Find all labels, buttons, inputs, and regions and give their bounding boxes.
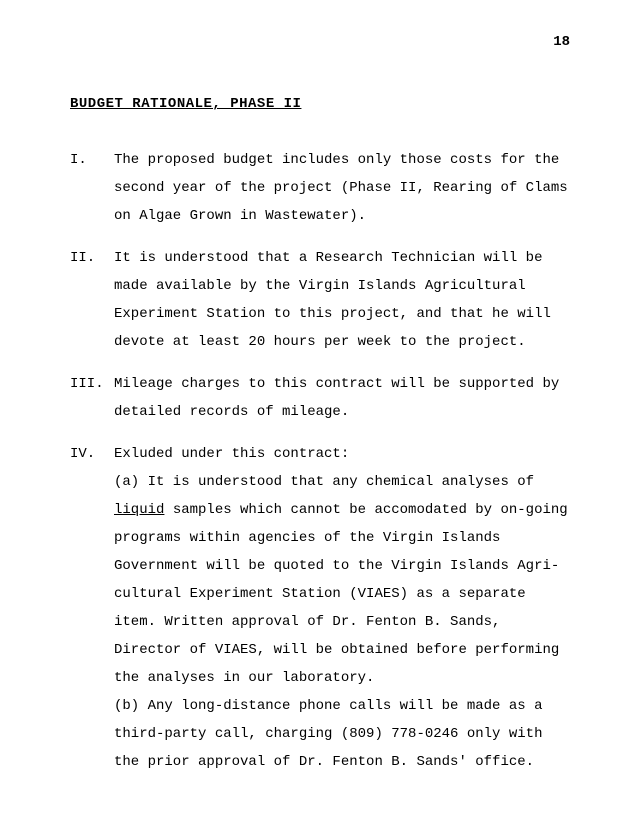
underlined-word: liquid <box>114 502 164 518</box>
item-body: Exluded under this contract: (a) It is u… <box>114 440 575 776</box>
roman-numeral: IV. <box>70 440 114 776</box>
roman-numeral: I. <box>70 146 114 230</box>
section-title: BUDGET RATIONALE, PHASE II <box>70 90 575 118</box>
sub-item-b: (b) Any long-distance phone calls will b… <box>114 698 542 770</box>
roman-numeral: II. <box>70 244 114 356</box>
sub-item-a: (a) It is understood that any chemical a… <box>114 474 568 686</box>
document-page: 18 BUDGET RATIONALE, PHASE II I. The pro… <box>0 0 630 830</box>
item-text: Mileage charges to this contract will be… <box>114 370 575 426</box>
roman-numeral: III. <box>70 370 114 426</box>
list-item: I. The proposed budget includes only tho… <box>70 146 575 230</box>
item-text: It is understood that a Research Technic… <box>114 244 575 356</box>
list-item: IV. Exluded under this contract: (a) It … <box>70 440 575 776</box>
page-number: 18 <box>553 28 570 56</box>
item-intro: Exluded under this contract: <box>114 446 349 462</box>
item-text: The proposed budget includes only those … <box>114 146 575 230</box>
sub-a-post: samples which cannot be accomodated by o… <box>114 502 568 686</box>
list-item: III. Mileage charges to this contract wi… <box>70 370 575 426</box>
list-item: II. It is understood that a Research Tec… <box>70 244 575 356</box>
sub-a-pre: (a) It is understood that any chemical a… <box>114 474 534 490</box>
